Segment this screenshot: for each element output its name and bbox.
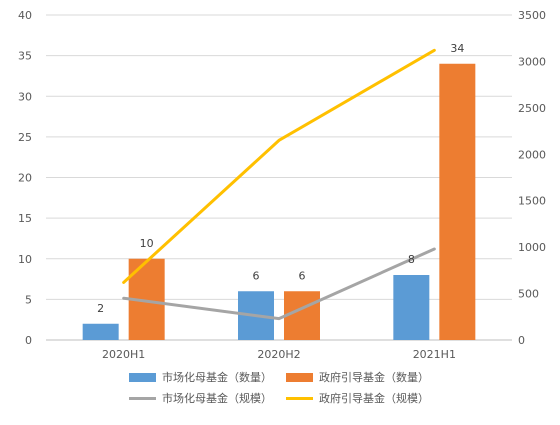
bar bbox=[393, 275, 430, 340]
right-tick-label: 3000 bbox=[518, 55, 546, 68]
right-tick-label: 500 bbox=[518, 288, 539, 301]
bar-value-label: 6 bbox=[299, 269, 306, 282]
legend-item-line-0: 市场化母基金（规模） bbox=[129, 390, 272, 406]
legend-swatch bbox=[286, 396, 313, 400]
left-tick-label: 10 bbox=[18, 253, 32, 266]
bar-value-label: 2 bbox=[97, 302, 104, 315]
category-label: 2020H1 bbox=[102, 348, 145, 361]
right-tick-label: 2500 bbox=[518, 102, 546, 115]
left-tick-label: 20 bbox=[18, 172, 32, 185]
category-label: 2021H1 bbox=[413, 348, 456, 361]
left-tick-label: 0 bbox=[25, 334, 32, 347]
bar bbox=[82, 323, 119, 340]
legend-swatch bbox=[129, 372, 156, 382]
left-axis: 0 5 10 15 20 25 30 35 40 bbox=[18, 9, 32, 347]
right-tick-label: 0 bbox=[518, 334, 525, 347]
legend-item-line-1: 政府引导基金（规模） bbox=[286, 390, 429, 406]
legend-swatch bbox=[129, 396, 156, 400]
bar-value-label: 6 bbox=[253, 269, 260, 282]
x-axis: 2020H1 2020H2 2021H1 bbox=[102, 348, 456, 361]
bar bbox=[439, 63, 476, 340]
legend-item-bar-1: 政府引导基金（数量） bbox=[286, 369, 429, 385]
data-labels: 2 6 8 10 6 34 bbox=[97, 42, 464, 315]
bar-value-label: 10 bbox=[140, 237, 154, 250]
bar bbox=[284, 291, 320, 340]
left-tick-label: 40 bbox=[18, 9, 32, 22]
legend-item-bar-0: 市场化母基金（数量） bbox=[129, 369, 272, 385]
lines bbox=[122, 48, 436, 321]
series-line bbox=[122, 247, 436, 321]
gridlines bbox=[46, 14, 512, 341]
left-tick-label: 30 bbox=[18, 90, 32, 103]
bar-value-label: 34 bbox=[450, 42, 464, 55]
legend-label: 市场化母基金（数量） bbox=[162, 371, 272, 384]
right-axis: 0 500 1000 1500 2000 2500 3000 3500 bbox=[518, 9, 546, 347]
left-tick-label: 15 bbox=[18, 212, 32, 225]
right-tick-label: 1000 bbox=[518, 241, 546, 254]
legend-swatch bbox=[286, 372, 313, 382]
legend-label: 市场化母基金（规模） bbox=[162, 392, 272, 405]
legend-label: 政府引导基金（规模） bbox=[319, 392, 429, 405]
left-tick-label: 25 bbox=[18, 131, 32, 144]
left-tick-label: 5 bbox=[25, 293, 32, 306]
category-label: 2020H2 bbox=[257, 348, 300, 361]
legend-label: 政府引导基金（数量） bbox=[319, 371, 429, 384]
bars bbox=[82, 63, 476, 340]
bar-value-label: 8 bbox=[408, 253, 415, 266]
right-tick-label: 3500 bbox=[518, 9, 546, 22]
series-line bbox=[122, 48, 436, 284]
right-tick-label: 1500 bbox=[518, 195, 546, 208]
right-tick-label: 2000 bbox=[518, 148, 546, 161]
left-tick-label: 35 bbox=[18, 50, 32, 63]
